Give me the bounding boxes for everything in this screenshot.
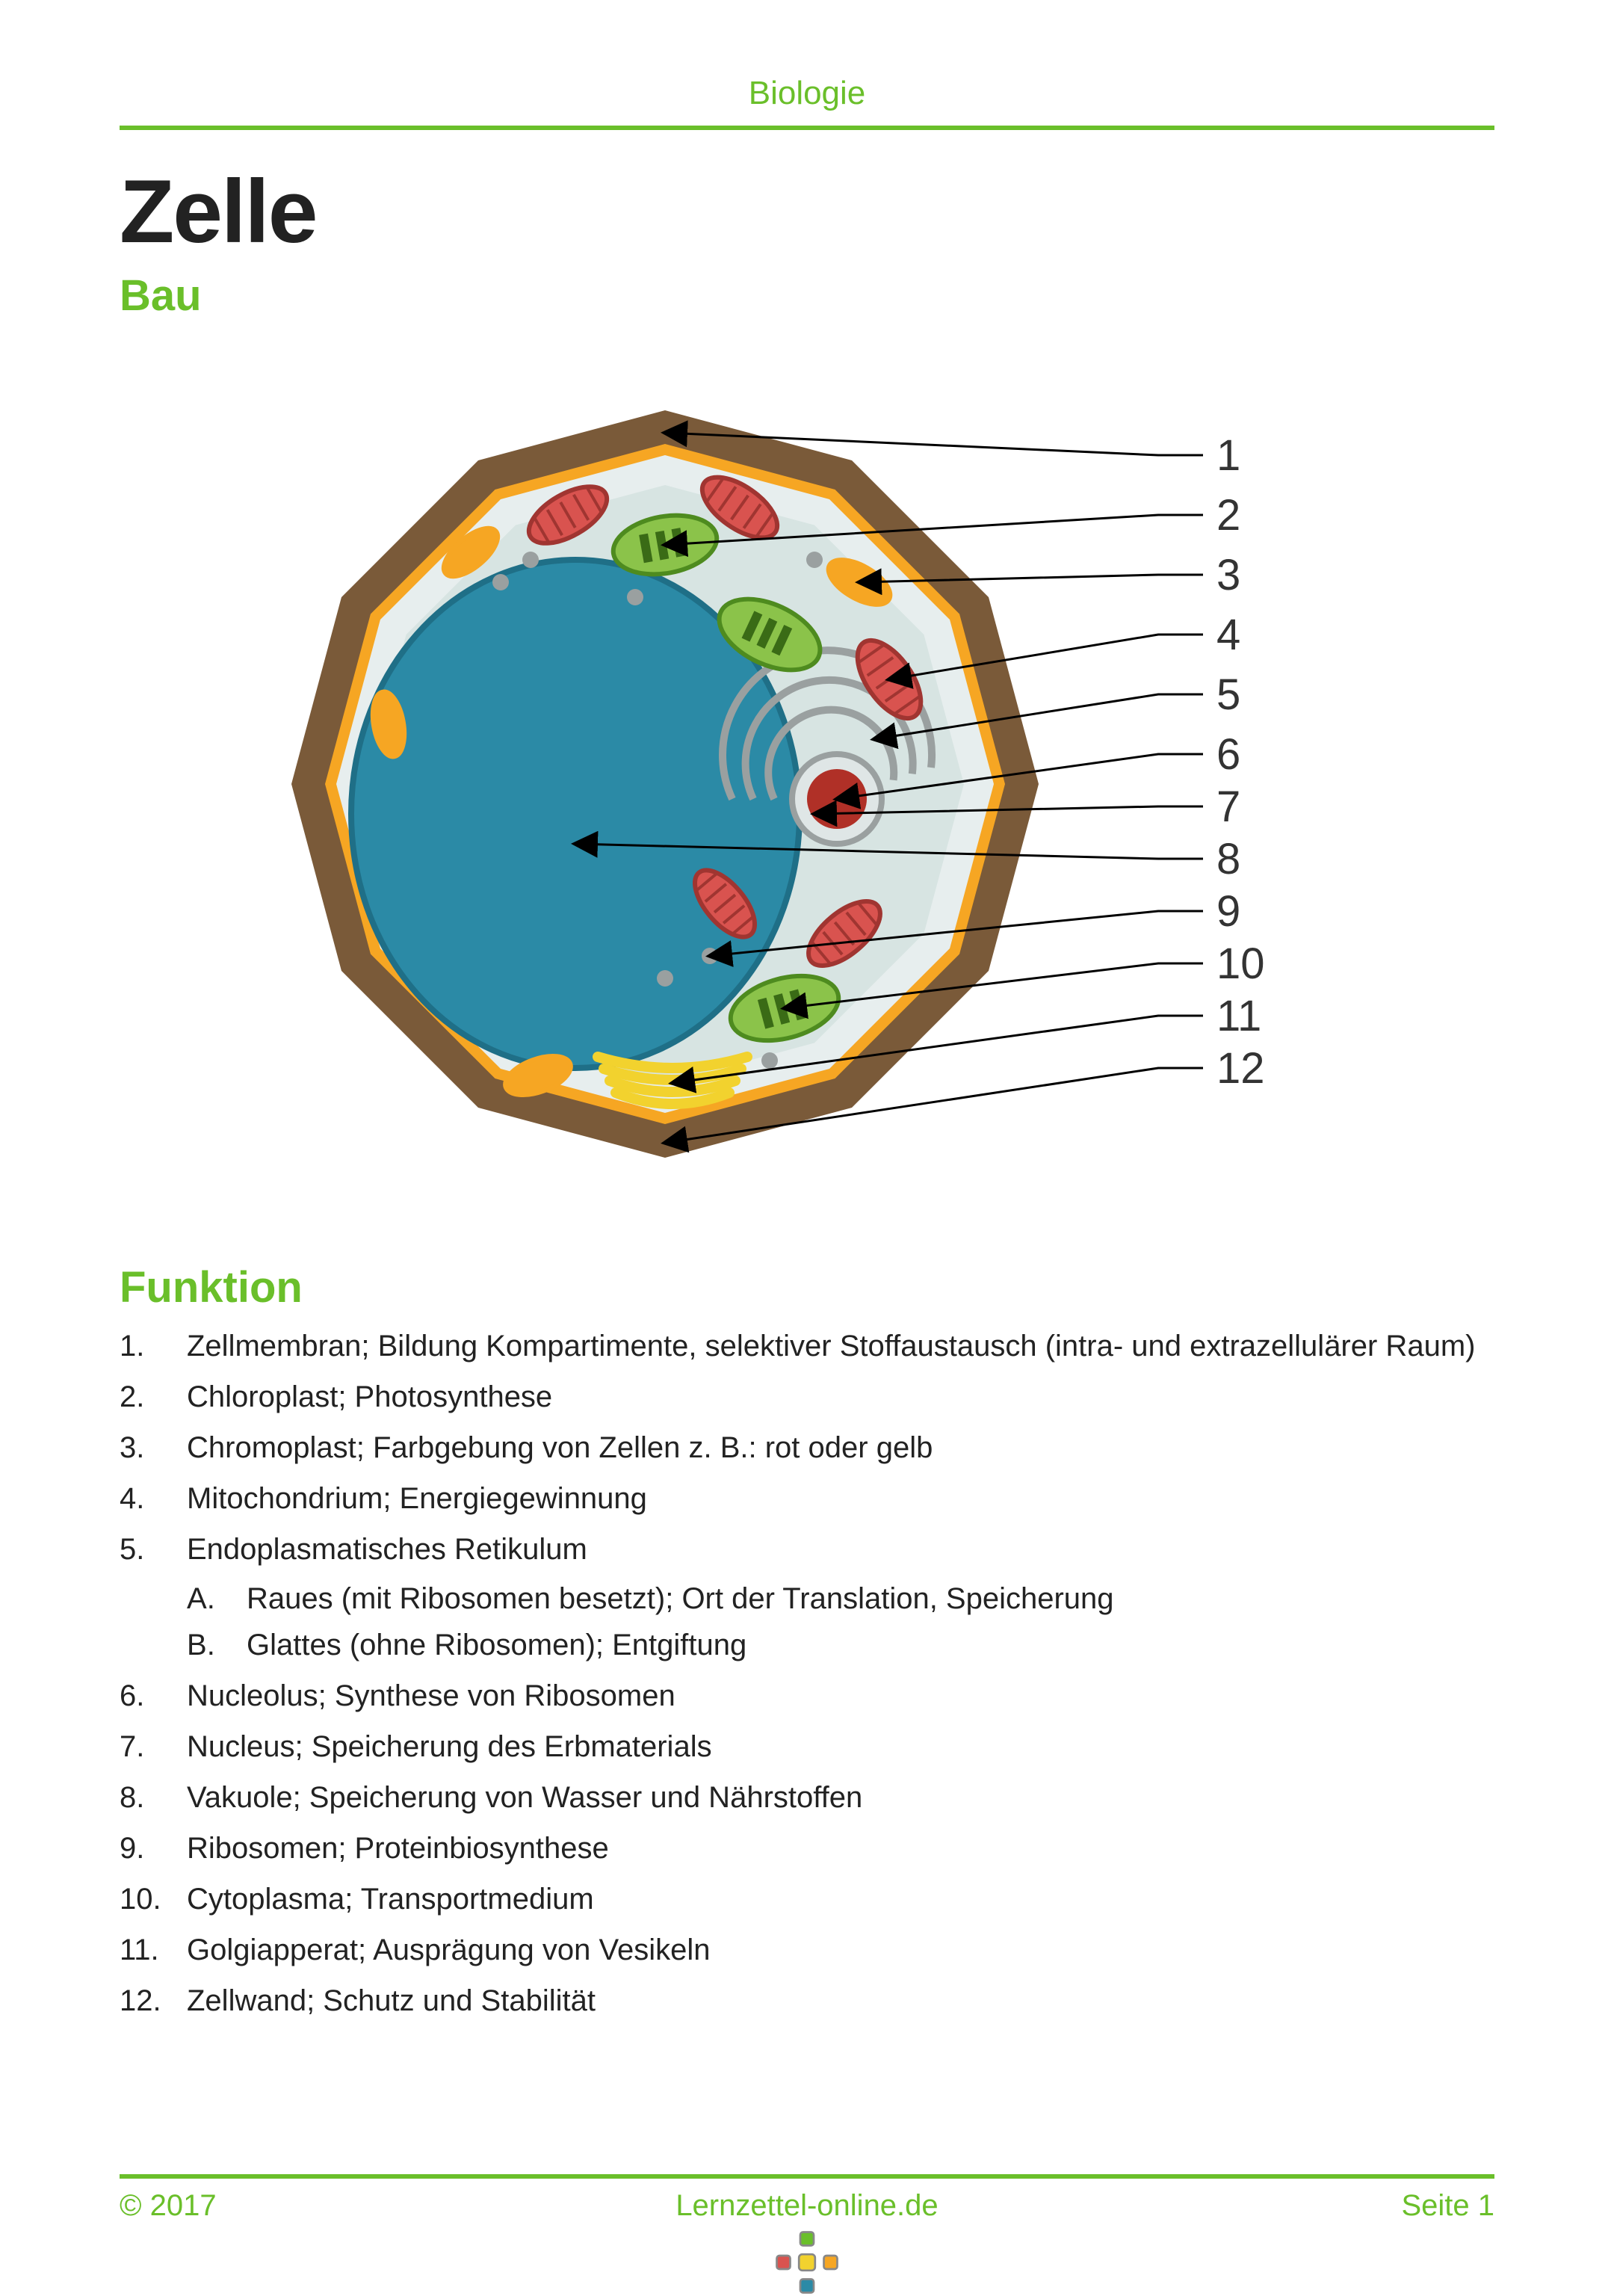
function-item: Cytoplasma; Transportmedium xyxy=(120,1876,1494,1922)
diagram-label: 1 xyxy=(1216,431,1240,480)
function-subitem: Raues (mit Ribosomen besetzt); Ort der T… xyxy=(187,1576,1494,1622)
diagram-label: 9 xyxy=(1216,887,1240,936)
subject-heading: Biologie xyxy=(120,75,1494,130)
function-item: Nucleolus; Synthese von Ribosomen xyxy=(120,1673,1494,1719)
diagram-label: 10 xyxy=(1216,939,1265,988)
function-item: Mitochondrium; Energiegewinnung xyxy=(120,1475,1494,1522)
function-item: Chloroplast; Photosynthese xyxy=(120,1374,1494,1420)
ribosome xyxy=(657,970,673,987)
diagram-label: 7 xyxy=(1216,783,1240,831)
function-item: Vakuole; Speicherung von Wasser und Nähr… xyxy=(120,1774,1494,1821)
diagram-label: 12 xyxy=(1216,1044,1265,1093)
ribosome xyxy=(627,589,643,605)
function-item: Chromoplast; Farbgebung von Zellen z. B.… xyxy=(120,1425,1494,1471)
page-title: Zelle xyxy=(120,160,1494,263)
page: Biologie Zelle Bau 123456789101112 Funkt… xyxy=(0,0,1614,2283)
cell-svg: 123456789101112 xyxy=(247,365,1367,1203)
function-subitem: Glattes (ohne Ribosomen); Entgiftung xyxy=(187,1622,1494,1668)
function-item: Zellmembran; Bildung Kompartimente, sele… xyxy=(120,1323,1494,1369)
function-item: Zellwand; Schutz und Stabilität xyxy=(120,1978,1494,2024)
golgi xyxy=(598,1057,747,1104)
section-bau: Bau xyxy=(120,271,1494,321)
cell-diagram: 123456789101112 xyxy=(120,365,1494,1203)
footer-logo-icon xyxy=(773,2229,841,2296)
ribosome xyxy=(522,552,539,568)
ribosome xyxy=(806,552,823,568)
section-funktion: Funktion xyxy=(120,1262,1494,1312)
diagram-label: 4 xyxy=(1216,611,1240,659)
footer: © 2017 Lernzettel-online.de Seite 1 xyxy=(120,2174,1494,2223)
diagram-label: 2 xyxy=(1216,491,1240,540)
ribosome xyxy=(492,574,509,590)
ribosome xyxy=(761,1052,778,1069)
diagram-label: 3 xyxy=(1216,551,1240,599)
function-item: Endoplasmatisches RetikulumRaues (mit Ri… xyxy=(120,1526,1494,1668)
function-item: Golgiapperat; Ausprägung von Vesikeln xyxy=(120,1927,1494,1973)
function-list: Zellmembran; Bildung Kompartimente, sele… xyxy=(120,1323,1494,2024)
diagram-label: 11 xyxy=(1216,992,1261,1040)
footer-site: Lernzettel-online.de xyxy=(675,2189,938,2222)
diagram-label: 5 xyxy=(1216,670,1240,719)
diagram-label: 8 xyxy=(1216,835,1240,883)
function-item: Ribosomen; Proteinbiosynthese xyxy=(120,1825,1494,1871)
diagram-label: 6 xyxy=(1216,730,1240,779)
footer-center: Lernzettel-online.de xyxy=(120,2189,1494,2296)
function-item: Nucleus; Speicherung des Erbmaterials xyxy=(120,1723,1494,1770)
